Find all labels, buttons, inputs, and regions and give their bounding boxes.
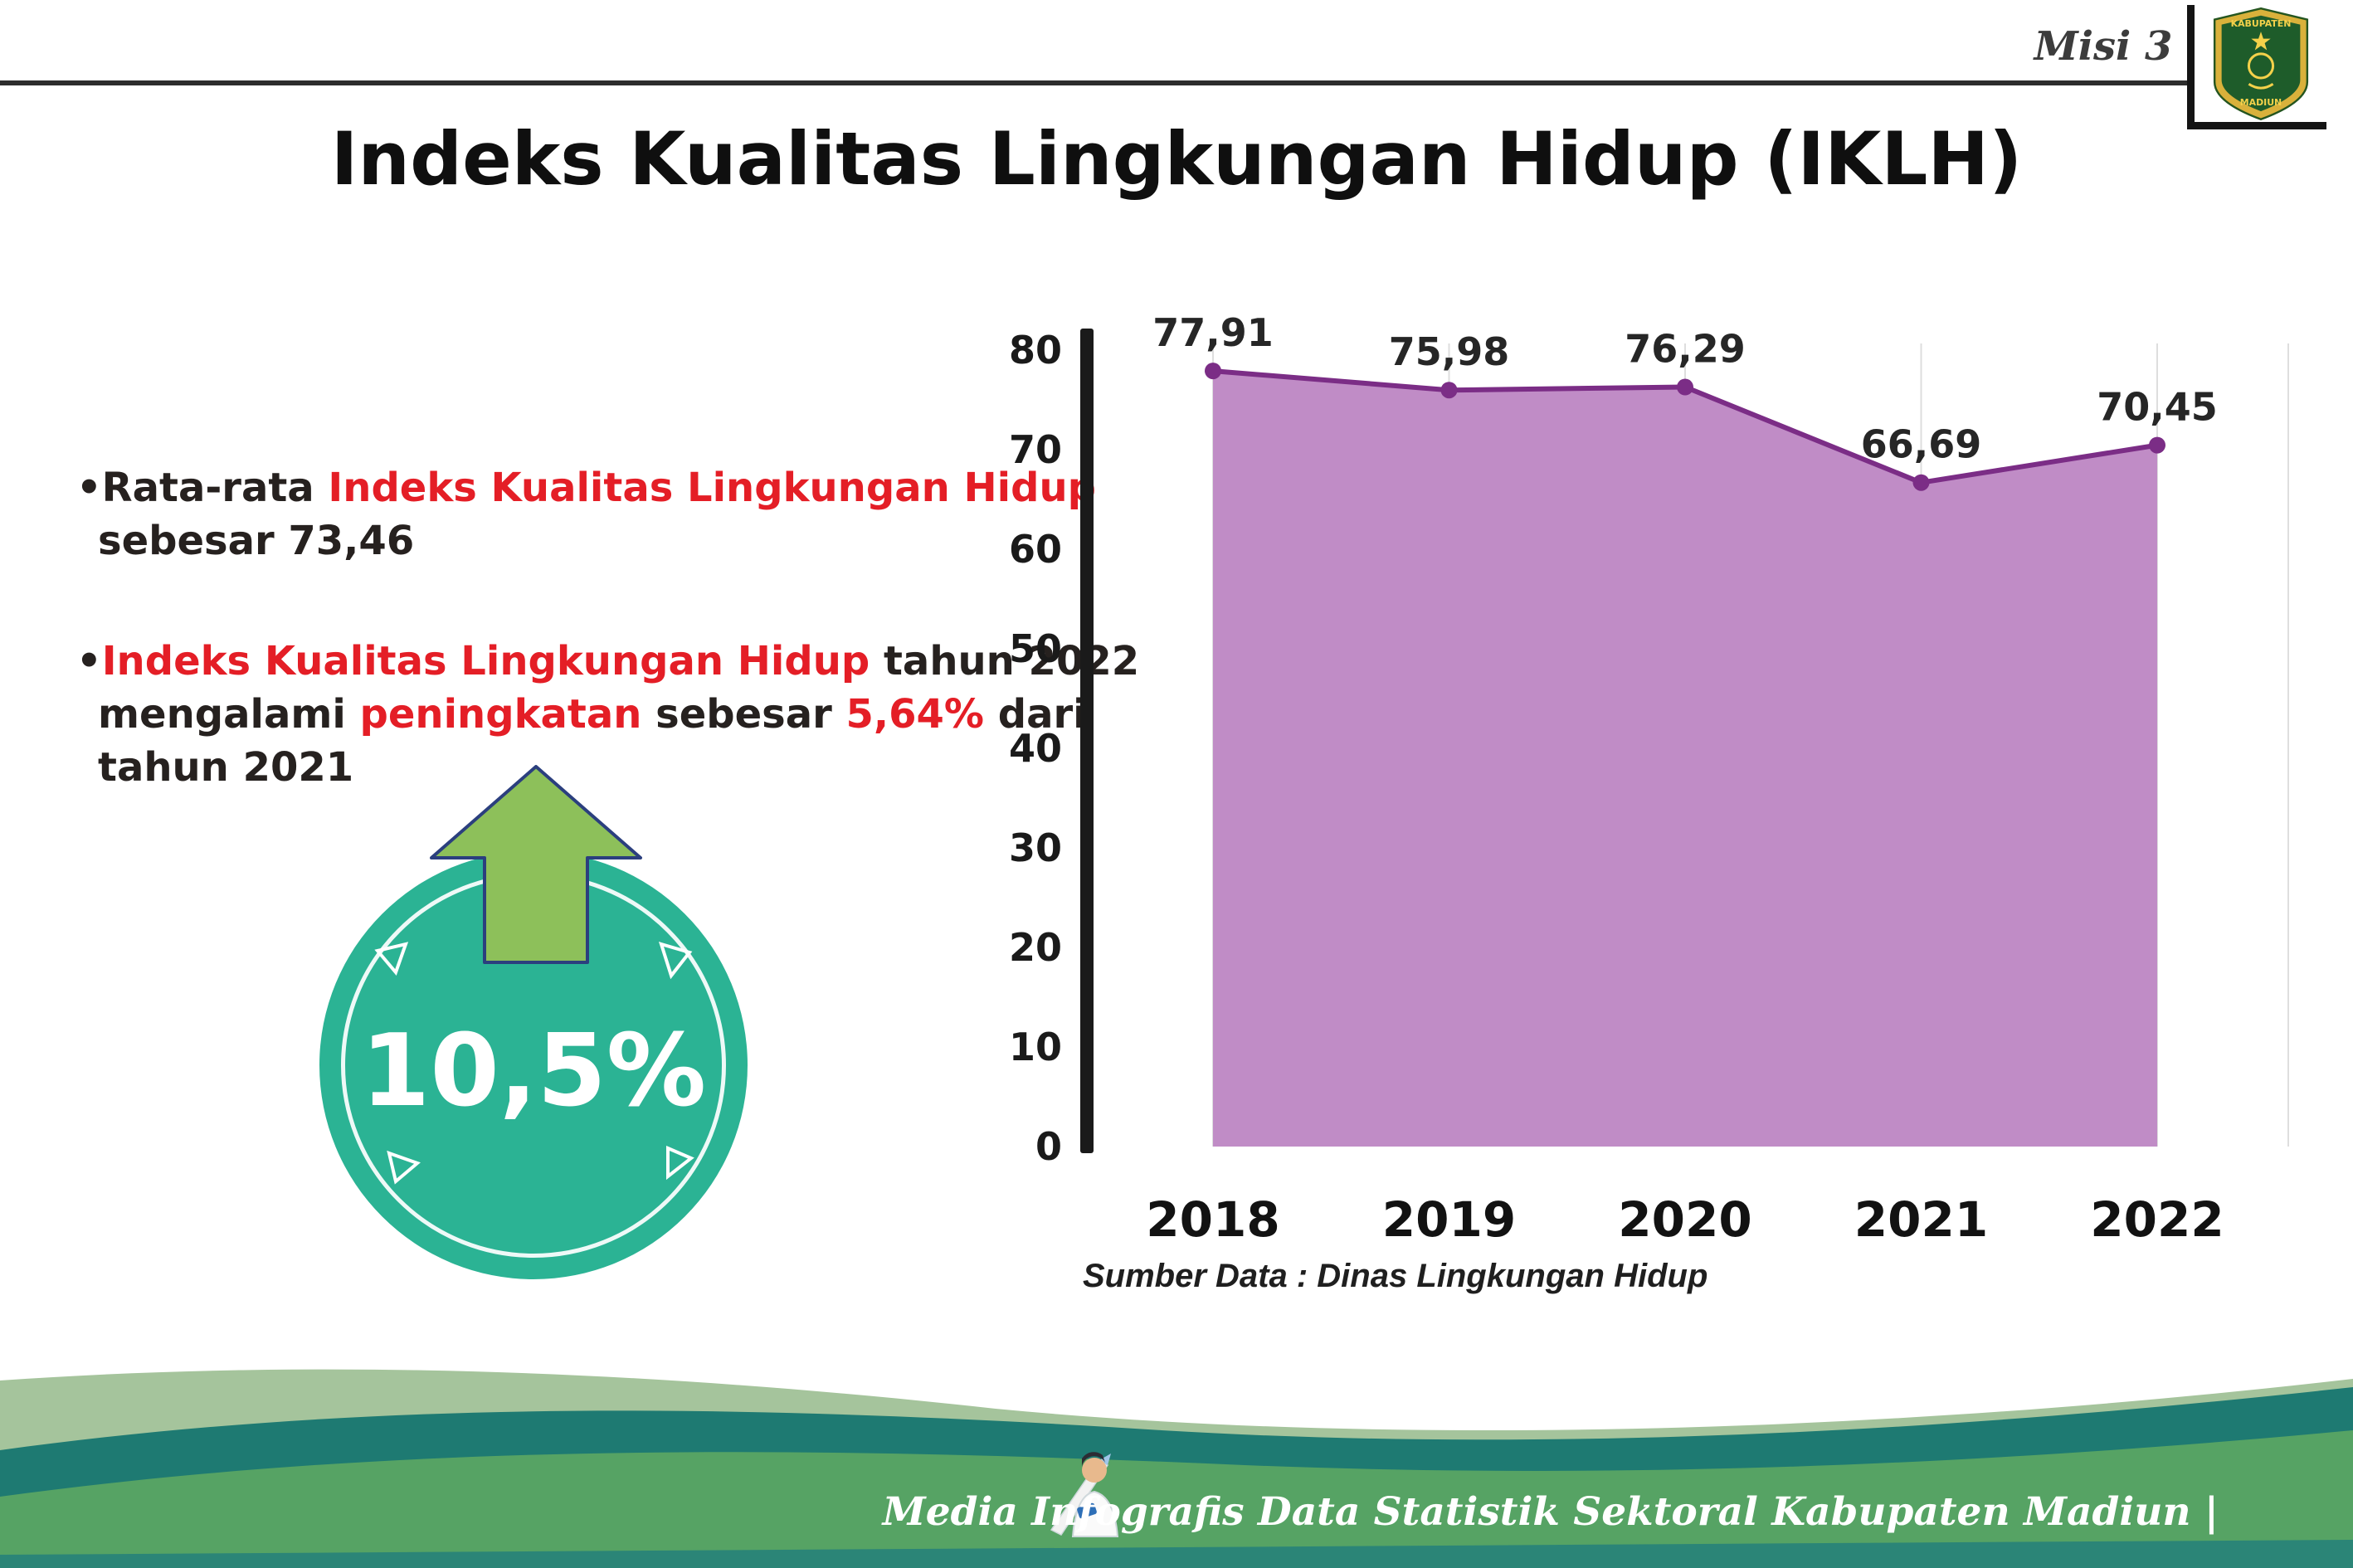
svg-text:2022: 2022 [2090, 1191, 2224, 1248]
svg-text:70,45: 70,45 [2097, 385, 2218, 430]
svg-text:66,69: 66,69 [1861, 422, 1982, 467]
logo-bottom-text: MADIUN [2239, 96, 2281, 107]
svg-text:60: 60 [1009, 527, 1062, 572]
svg-text:2019: 2019 [1382, 1191, 1516, 1248]
plain-text: tahun 2022 mengalami [98, 637, 1139, 738]
svg-text:77,91: 77,91 [1152, 310, 1274, 355]
increase-badge: 10,5% [319, 851, 748, 1279]
footer-caption: Media Infografis Data Statistik Sektoral… [882, 1489, 2219, 1535]
highlight-text: Indeks Kualitas Lingkungan Hidup [101, 637, 870, 684]
svg-text:75,98: 75,98 [1389, 329, 1510, 374]
bullet-item-average: •Rata-rata Indeks Kualitas Lingkungan Hi… [76, 461, 1155, 568]
iklh-chart: 0 10 20 30 40 50 60 70 80 77,91 75,98 76,29 66,69 70,… [1004, 300, 2331, 1271]
bullet-item-increase: •Indeks Kualitas Lingkungan Hidup tahun … [76, 635, 1155, 795]
kabupaten-madiun-logo-icon: KABUPATEN MADIUN [2213, 7, 2308, 120]
page-title: Indeks Kualitas Lingkungan Hidup (IKLH) [330, 116, 2023, 202]
plain-text: • [76, 637, 102, 684]
highlight-text: Indeks Kualitas Lingkungan Hidup [328, 465, 1096, 511]
svg-text:80: 80 [1009, 328, 1062, 373]
badge-tick-icons [374, 942, 694, 1185]
plain-text: sebesar 73,46 [98, 518, 415, 565]
plain-text: dari tahun 2021 [98, 690, 1087, 791]
footer-waves [0, 1351, 2353, 1568]
svg-text:10: 10 [1009, 1025, 1062, 1069]
mascot-icon [1050, 1452, 1119, 1537]
svg-text:76,29: 76,29 [1625, 327, 1746, 372]
plain-text: •Rata-rata [76, 465, 329, 511]
up-arrow-icon [430, 765, 642, 964]
badge-value: 10,5% [360, 1013, 707, 1129]
svg-text:20: 20 [1009, 925, 1062, 970]
footer-wave-icon [0, 1369, 2353, 1568]
svg-text:2020: 2020 [1618, 1191, 1751, 1248]
svg-text:0: 0 [1035, 1124, 1062, 1169]
bullet-list: •Rata-rata Indeks Kualitas Lingkungan Hi… [76, 461, 1155, 861]
chart-source: Sumber Data : Dinas Lingkungan Hidup [1083, 1258, 1708, 1294]
highlight-text: peningkatan [359, 690, 642, 738]
svg-text:2021: 2021 [1854, 1191, 1988, 1248]
iklh-area-chart: 0 10 20 30 40 50 60 70 80 77,91 75,98 76,29 66,69 70,… [1009, 310, 2289, 1248]
svg-text:30: 30 [1009, 825, 1062, 870]
logo-frame: KABUPATEN MADIUN [2187, 5, 2326, 129]
logo-top-text: KABUPATEN [2230, 18, 2291, 29]
svg-text:70: 70 [1009, 427, 1062, 472]
plain-text: sebesar [641, 690, 846, 738]
svg-text:2018: 2018 [1146, 1191, 1279, 1248]
header-divider [0, 80, 2189, 85]
svg-text:50: 50 [1009, 626, 1062, 671]
highlight-text: 5,64% [845, 690, 985, 738]
misi-label: Misi 3 [2034, 23, 2173, 70]
svg-text:40: 40 [1009, 726, 1062, 771]
